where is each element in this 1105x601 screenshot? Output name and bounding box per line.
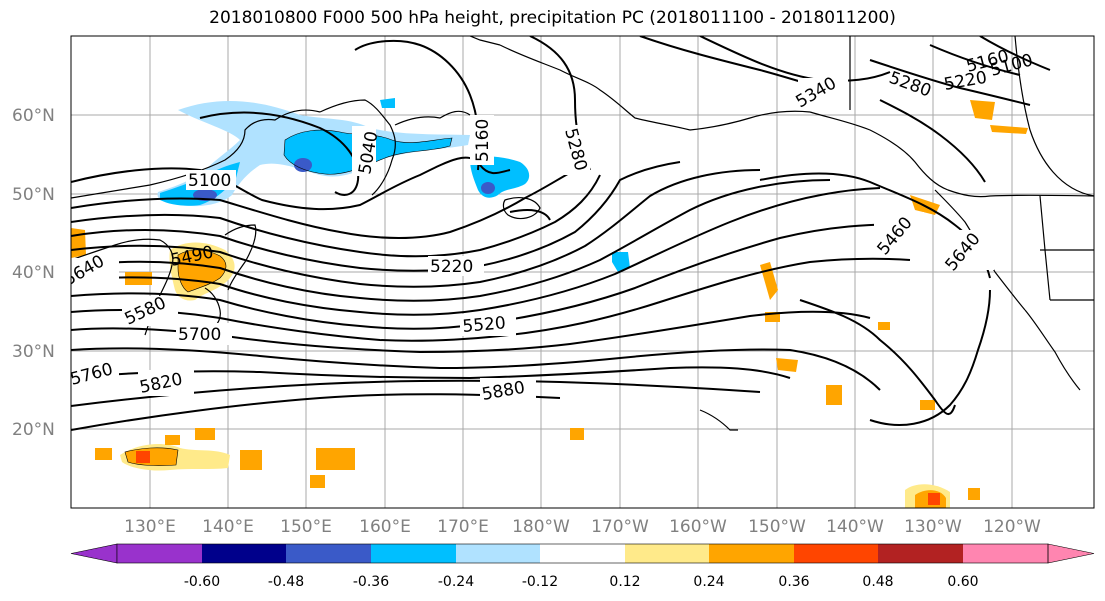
precip-outlines (124, 129, 453, 466)
longitude-labels: 130°E 140°E 150°E 160°E 170°E 180°W 170°… (124, 517, 1041, 537)
lon-label: 120°W (983, 517, 1041, 537)
lon-label: 130°W (904, 517, 962, 537)
lon-label: 130°E (124, 517, 176, 537)
contour-label: 5100 (188, 171, 231, 191)
colorbar-outline (116, 543, 1049, 564)
colorbar-segment (117, 544, 202, 563)
colorbar-extend-high (1047, 543, 1095, 564)
contour-label: 5220 (430, 257, 473, 277)
colorbar-tick-label: 0.24 (693, 574, 724, 590)
lon-label: 150°W (748, 517, 806, 537)
lat-label: 50°N (12, 185, 55, 205)
contour-label: 5520 (462, 313, 507, 337)
colorbar (70, 543, 1095, 564)
contour-label: 5160 (473, 119, 493, 162)
colorbar-segment (709, 544, 794, 563)
contour-label: 5700 (178, 325, 221, 345)
lat-label: 40°N (12, 263, 55, 283)
lon-label: 170°E (437, 517, 489, 537)
colorbar-segment (625, 544, 709, 563)
colorbar-segment (202, 544, 286, 563)
colorbar-segment (286, 544, 371, 563)
lat-label: 30°N (12, 342, 55, 362)
colorbar-tick-label: -0.60 (184, 574, 220, 590)
height-contours (71, 36, 1051, 431)
colorbar-tick-label: -0.12 (522, 574, 558, 590)
lon-label: 170°W (591, 517, 649, 537)
lon-label: 140°E (202, 517, 254, 537)
colorbar-extend-low (70, 543, 118, 564)
coastlines (71, 36, 1094, 431)
lon-label: 150°E (280, 517, 332, 537)
colorbar-tick-label: -0.24 (438, 574, 474, 590)
latitude-labels: 60°N 50°N 40°N 30°N 20°N (12, 106, 55, 440)
colorbar-tick-label: 0.48 (862, 574, 893, 590)
colorbar-segment (878, 544, 963, 563)
colorbar-segment (540, 544, 625, 563)
colorbar-segment (963, 544, 1048, 563)
colorbar-tick-label: -0.36 (353, 574, 389, 590)
lat-label: 20°N (12, 420, 55, 440)
lon-label: 140°W (826, 517, 884, 537)
colorbar-tick-label: 0.12 (609, 574, 640, 590)
colorbar-tick-label: 0.60 (947, 574, 978, 590)
colorbar-segment (371, 544, 456, 563)
lon-label: 160°W (669, 517, 727, 537)
lat-label: 60°N (12, 106, 55, 126)
map-border (70, 35, 1095, 509)
colorbar-tick-label: -0.48 (268, 574, 304, 590)
colorbar-segment (794, 544, 878, 563)
lon-label: 180°W (512, 517, 570, 537)
colorbar-tick-labels: -0.60 -0.48 -0.36 -0.24 -0.12 0.12 0.24 … (184, 574, 979, 590)
colorbar-tick-label: 0.36 (778, 574, 809, 590)
colorbar-segment (456, 544, 540, 563)
map-title: 2018010800 F000 500 hPa height, precipit… (209, 8, 896, 28)
lon-label: 160°E (359, 517, 411, 537)
